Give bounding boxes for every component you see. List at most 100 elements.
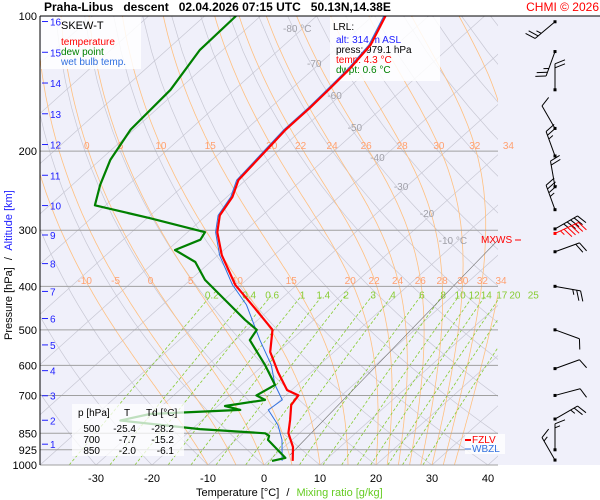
moist-adiabat-label: 34 bbox=[503, 141, 515, 152]
wind-barb-staff bbox=[554, 285, 581, 292]
altitude-tick-label: 12 bbox=[50, 141, 62, 152]
wind-barb-half-feather bbox=[572, 289, 575, 295]
wind-barb-feather bbox=[545, 123, 555, 132]
moist-adiabat-label: 28 bbox=[437, 276, 449, 287]
lrl-title: LRL: bbox=[333, 22, 354, 33]
x-axis-label-temperature: Temperature [°C] bbox=[196, 487, 279, 499]
moist-adiabat-label: 5 bbox=[118, 141, 124, 152]
pressure-tick-label: 925 bbox=[19, 445, 37, 457]
legend-temperature: temperature bbox=[61, 37, 115, 48]
isotherm-label: -20 bbox=[420, 209, 435, 220]
moist-adiabat-label: 15 bbox=[205, 141, 217, 152]
moist-adiabat-label: 10 bbox=[155, 141, 167, 152]
mixing-ratio-label: 25 bbox=[528, 290, 540, 301]
legend-wet-bulb: wet bulb temp. bbox=[60, 57, 126, 68]
temperature-tick-label: 10 bbox=[314, 473, 326, 485]
wind-barb-feather bbox=[554, 419, 566, 425]
wind-barb-staff bbox=[554, 222, 579, 234]
wind-barb-station bbox=[553, 250, 557, 254]
moist-adiabat-label: 24 bbox=[392, 276, 404, 287]
copyright: CHMI © 2026 bbox=[526, 0, 599, 14]
moist-adiabat-label: 0 bbox=[84, 141, 90, 152]
isotherm-line bbox=[40, 16, 429, 366]
altitude-tick-label: 15 bbox=[50, 48, 62, 59]
mixing-ratio-label: 6 bbox=[419, 290, 425, 301]
summary-table: p [hPa] T Td [°C] 500 -25.4 -28.2 700 -7… bbox=[78, 408, 177, 457]
mixing-ratio-line bbox=[190, 295, 323, 465]
moist-adiabat-label: 26 bbox=[361, 141, 373, 152]
legend-title: SKEW-T bbox=[61, 20, 104, 32]
wind-barb-feather bbox=[528, 30, 539, 37]
mixing-ratio-label: 3 bbox=[370, 290, 376, 301]
isotherm-line bbox=[95, 103, 498, 465]
pressure-tick-label: 850 bbox=[19, 428, 37, 440]
moist-adiabat-label: 15 bbox=[286, 276, 298, 287]
moist-adiabat-label: 22 bbox=[369, 276, 381, 287]
moist-adiabat-label: 24 bbox=[327, 141, 339, 152]
mixing-ratio-label: 14 bbox=[481, 290, 493, 301]
mixing-ratio-label: 12 bbox=[469, 290, 481, 301]
moist-adiabat-label: 20 bbox=[266, 141, 278, 152]
table-header-td: Td [°C] bbox=[146, 408, 177, 419]
moist-adiabat-label: 10 bbox=[232, 276, 244, 287]
table-cell: -6.1 bbox=[157, 446, 175, 457]
altitude-tick-label: 13 bbox=[50, 110, 62, 121]
chart-title: Praha-Libus descent 02.04.2026 07:15 UTC… bbox=[44, 0, 391, 14]
dew-point-line bbox=[93, 16, 287, 462]
wind-barb-station bbox=[553, 448, 557, 452]
x-axis-label-mixing: Mixing ratio [g/kg] bbox=[296, 487, 382, 499]
wind-barb-station bbox=[553, 367, 557, 371]
wind-barb-half-feather bbox=[570, 409, 576, 414]
table-cell: -28.2 bbox=[151, 424, 174, 435]
table-cell: -25.4 bbox=[113, 424, 136, 435]
altitude-tick-label: 4 bbox=[50, 367, 56, 378]
table-cell: -7.7 bbox=[119, 435, 137, 446]
wind-barb-station bbox=[553, 284, 557, 288]
mixing-ratio-label: 2 bbox=[343, 290, 349, 301]
wind-barb-staff bbox=[545, 131, 556, 157]
moist-adiabat-label: 26 bbox=[415, 276, 427, 287]
wind-barb-staff bbox=[541, 105, 556, 129]
table-cell: 850 bbox=[83, 446, 100, 457]
mixing-ratio-label: 8 bbox=[440, 290, 446, 301]
mixing-ratio-label: 0.6 bbox=[265, 290, 279, 301]
wind-barb-feather bbox=[578, 222, 587, 231]
wind-barb-staff bbox=[554, 359, 580, 370]
isotherm-line bbox=[319, 304, 498, 465]
altitude-tick-label: 5 bbox=[50, 341, 56, 352]
dry-adiabat-line bbox=[258, 16, 498, 324]
wind-barb-station bbox=[553, 393, 557, 397]
moist-adiabat-label: 28 bbox=[397, 141, 409, 152]
wind-barb-feather bbox=[573, 217, 583, 225]
table-header-t: T bbox=[124, 408, 130, 419]
wind-barb-staff bbox=[554, 242, 580, 253]
temperature-tick-label: -10 bbox=[200, 473, 216, 485]
y-axis-label: Pressure [hPa] / Altitude [km] bbox=[3, 190, 15, 340]
mixing-ratio-line bbox=[215, 295, 346, 465]
wind-barb-half-feather bbox=[536, 30, 542, 34]
wind-barb-feather bbox=[576, 290, 580, 301]
isotherm-line bbox=[40, 16, 205, 165]
lrl-press: press: 979.1 hPa bbox=[336, 45, 412, 56]
temperature-tick-label: 40 bbox=[482, 473, 494, 485]
moist-adiabat-label: 20 bbox=[345, 276, 357, 287]
wind-barb-feather bbox=[547, 181, 556, 190]
wind-barb-feather bbox=[545, 177, 555, 186]
summary-table-box bbox=[72, 404, 184, 456]
wind-barb-station bbox=[553, 227, 557, 231]
isotherm-label: -60 bbox=[327, 91, 342, 102]
pressure-tick-label: 500 bbox=[19, 325, 37, 337]
pressure-tick-label: 700 bbox=[19, 390, 37, 402]
wind-barb-feather bbox=[566, 221, 576, 229]
temperature-line bbox=[216, 16, 387, 461]
wind-barb-feather bbox=[577, 405, 587, 414]
wind-barb-station bbox=[553, 50, 557, 54]
wet-bulb-temp-line bbox=[215, 16, 385, 461]
reference-line bbox=[289, 239, 499, 456]
wind-barb-feather bbox=[554, 59, 566, 65]
wind-barb-station bbox=[553, 88, 557, 92]
wind-barb-staff bbox=[541, 437, 556, 461]
wind-barb-half-feather bbox=[548, 135, 554, 140]
temperature-tick-label: 30 bbox=[426, 473, 438, 485]
wind-barb-half-feather bbox=[563, 223, 569, 228]
